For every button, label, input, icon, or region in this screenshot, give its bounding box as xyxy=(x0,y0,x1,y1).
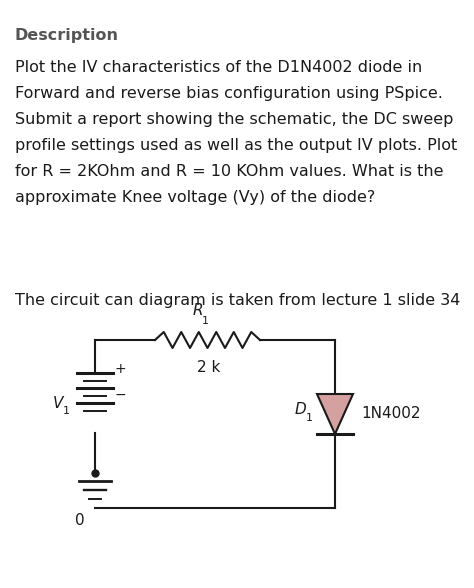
Text: approximate Knee voltage (Vy) of the diode?: approximate Knee voltage (Vy) of the dio… xyxy=(15,190,375,205)
Text: 1: 1 xyxy=(201,316,209,326)
Text: Submit a report showing the schematic, the DC sweep: Submit a report showing the schematic, t… xyxy=(15,112,453,127)
Text: profile settings used as well as the output IV plots. Plot: profile settings used as well as the out… xyxy=(15,138,457,153)
Text: −: − xyxy=(115,388,127,402)
Text: 0: 0 xyxy=(75,513,85,528)
Text: Description: Description xyxy=(15,28,119,43)
Polygon shape xyxy=(317,394,353,434)
Text: The circuit can diagram is taken from lecture 1 slide 34: The circuit can diagram is taken from le… xyxy=(15,293,460,308)
Text: 2 k: 2 k xyxy=(198,360,221,375)
Text: 1N4002: 1N4002 xyxy=(361,406,420,422)
Text: Plot the IV characteristics of the D1N4002 diode in: Plot the IV characteristics of the D1N40… xyxy=(15,60,422,75)
Text: V: V xyxy=(53,396,64,410)
Text: +: + xyxy=(115,362,127,376)
Text: 1: 1 xyxy=(63,406,70,416)
Text: Forward and reverse bias configuration using PSpice.: Forward and reverse bias configuration u… xyxy=(15,86,443,101)
Text: for R = 2KOhm and R = 10 KOhm values. What is the: for R = 2KOhm and R = 10 KOhm values. Wh… xyxy=(15,164,444,179)
Text: D: D xyxy=(295,403,307,417)
Text: R: R xyxy=(192,303,203,318)
Text: 1: 1 xyxy=(306,413,313,423)
